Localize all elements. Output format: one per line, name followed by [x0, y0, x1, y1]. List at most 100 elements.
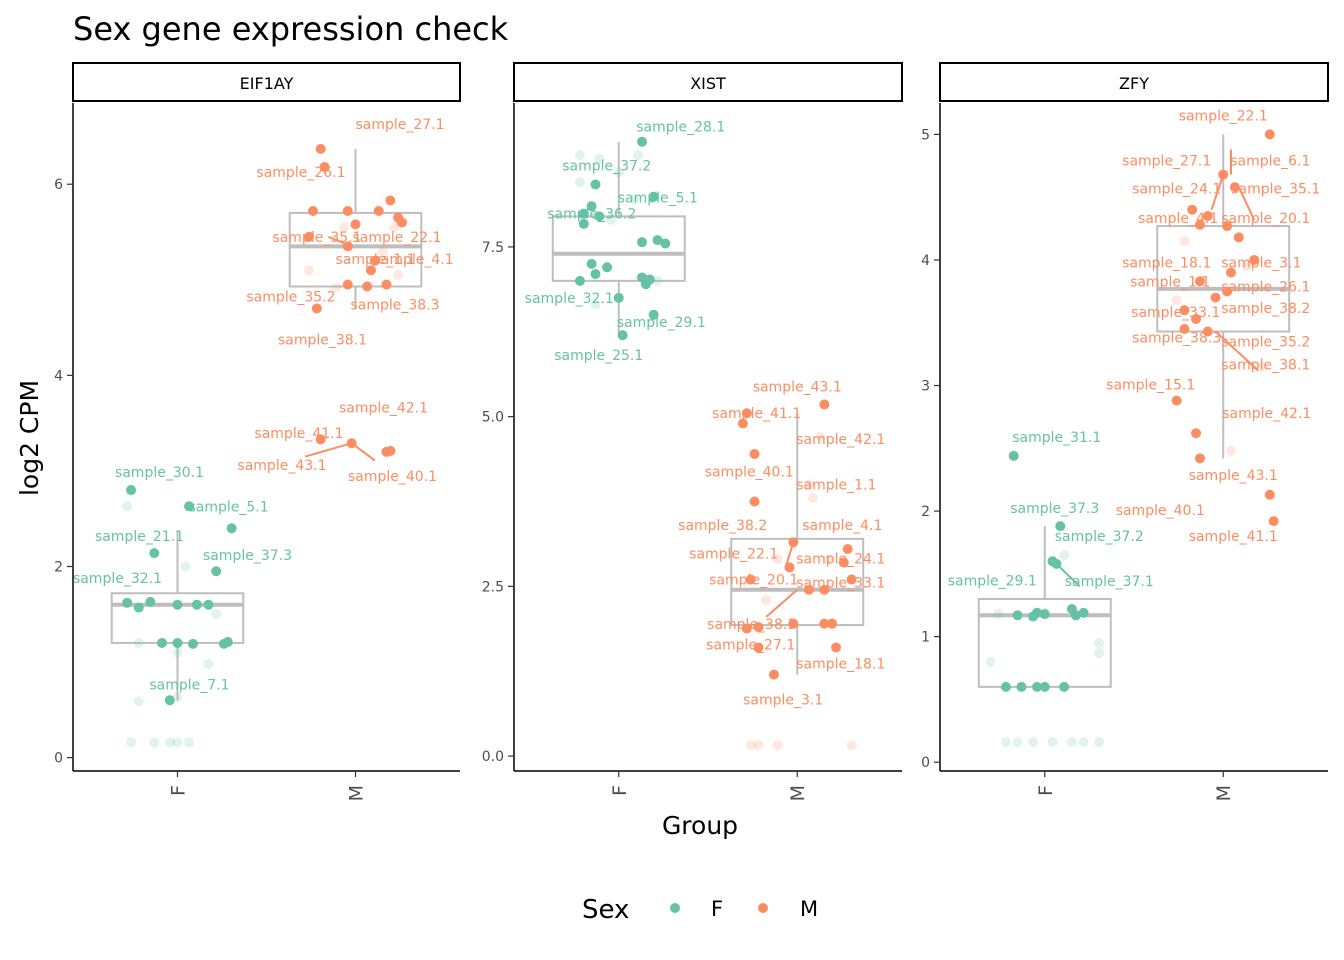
data-point	[362, 281, 373, 292]
data-point	[222, 636, 233, 647]
x-tick-label: M	[787, 785, 809, 801]
data-point	[578, 218, 589, 229]
data-point	[373, 205, 384, 216]
x-tick-label: F	[609, 785, 631, 796]
label-connector	[765, 588, 798, 618]
y-tick-label: 5.0	[482, 410, 504, 426]
box-body	[288, 211, 423, 288]
sample-label: sample_41.1	[712, 406, 801, 422]
y-tick-label: 4	[54, 368, 63, 384]
data-point	[749, 496, 760, 507]
sample-label: sample_37.1	[1065, 574, 1154, 590]
label-connector	[1210, 174, 1225, 211]
data-point	[315, 434, 326, 445]
data-point	[304, 265, 315, 276]
data-point	[1055, 521, 1066, 532]
legend-key-f	[670, 903, 680, 913]
data-point	[1094, 737, 1105, 748]
sample-label: sample_4.1	[802, 518, 882, 534]
data-point	[1233, 232, 1244, 243]
data-point	[1032, 681, 1042, 692]
data-point	[1226, 267, 1236, 278]
facet-strip	[513, 62, 903, 102]
data-point	[1039, 609, 1050, 620]
data-point	[172, 599, 183, 610]
data-point	[648, 191, 659, 202]
data-point	[180, 561, 191, 572]
sample-label: sample_24.1	[796, 551, 885, 567]
sample-label: sample_15.1	[1106, 378, 1195, 394]
data-point	[187, 638, 198, 649]
sample-label: sample_18.1	[1122, 256, 1211, 272]
y-axis-title: log2 CPM	[15, 380, 44, 496]
data-point	[602, 262, 613, 273]
data-point	[331, 282, 342, 293]
y-tick-label: 0.0	[482, 749, 504, 765]
sample-label: sample_5.1	[188, 499, 268, 515]
data-point	[1171, 395, 1182, 406]
sample-label: sample_38.3	[1132, 331, 1221, 347]
data-point	[745, 740, 756, 751]
data-point	[652, 275, 663, 286]
data-point	[1012, 737, 1023, 748]
data-point	[574, 177, 585, 188]
data-point	[1039, 681, 1050, 692]
y-tick-label: 0	[921, 755, 930, 771]
data-point	[1229, 182, 1240, 193]
sample-label: sample_22.1	[1179, 108, 1268, 124]
sample-label: sample_40.1	[1116, 503, 1205, 519]
sample-label: sample_43.1	[753, 379, 842, 395]
data-point	[385, 445, 396, 456]
data-point	[648, 309, 659, 320]
sample-label: sample_22.1	[353, 230, 442, 246]
data-point	[842, 544, 853, 555]
sample-label: sample_3.1	[743, 693, 823, 709]
data-point	[846, 574, 857, 585]
data-point	[1000, 737, 1011, 748]
sample-label: sample_37.3	[203, 548, 292, 564]
data-point	[211, 609, 222, 620]
data-point	[613, 292, 624, 303]
data-point	[369, 255, 380, 266]
data-point	[807, 493, 818, 504]
data-point	[311, 303, 322, 314]
sample-label: sample_38.3	[707, 617, 796, 633]
data-point	[1000, 681, 1011, 692]
data-point	[1171, 295, 1182, 306]
sample-label: sample_38.1	[1221, 358, 1310, 374]
sample-label: sample_24.1	[1132, 182, 1221, 198]
x-tick-label: M	[1213, 785, 1235, 801]
sample-label: sample_42.1	[1222, 406, 1311, 422]
data-point	[772, 740, 783, 751]
sample-label: sample_35.1	[272, 230, 361, 246]
data-point	[772, 554, 783, 565]
sample-label: sample_32.1	[73, 571, 162, 587]
data-point	[172, 637, 183, 648]
data-point	[586, 201, 597, 212]
sample-label: sample_4.1	[1138, 211, 1218, 227]
data-point	[1194, 453, 1205, 464]
x-axis-title: Group	[662, 811, 738, 840]
data-point	[846, 740, 857, 751]
sample-label: sample_38.1	[278, 332, 367, 348]
data-point	[126, 485, 137, 496]
data-point	[122, 501, 133, 512]
box-body	[551, 215, 686, 282]
data-point	[381, 279, 392, 290]
data-point	[1179, 236, 1190, 247]
data-point	[613, 167, 624, 178]
data-point	[745, 574, 756, 585]
data-point	[637, 237, 648, 248]
data-point	[172, 737, 183, 748]
sample-label: sample_37.3	[1010, 501, 1099, 517]
data-point	[149, 548, 160, 559]
data-point	[1094, 647, 1105, 658]
data-point	[660, 238, 671, 249]
data-point	[172, 647, 183, 658]
data-point	[1194, 276, 1205, 287]
data-point	[1202, 211, 1213, 222]
chart-title: Sex gene expression check	[73, 10, 509, 48]
data-point	[803, 584, 814, 595]
data-point	[226, 523, 237, 534]
data-point	[319, 162, 330, 173]
